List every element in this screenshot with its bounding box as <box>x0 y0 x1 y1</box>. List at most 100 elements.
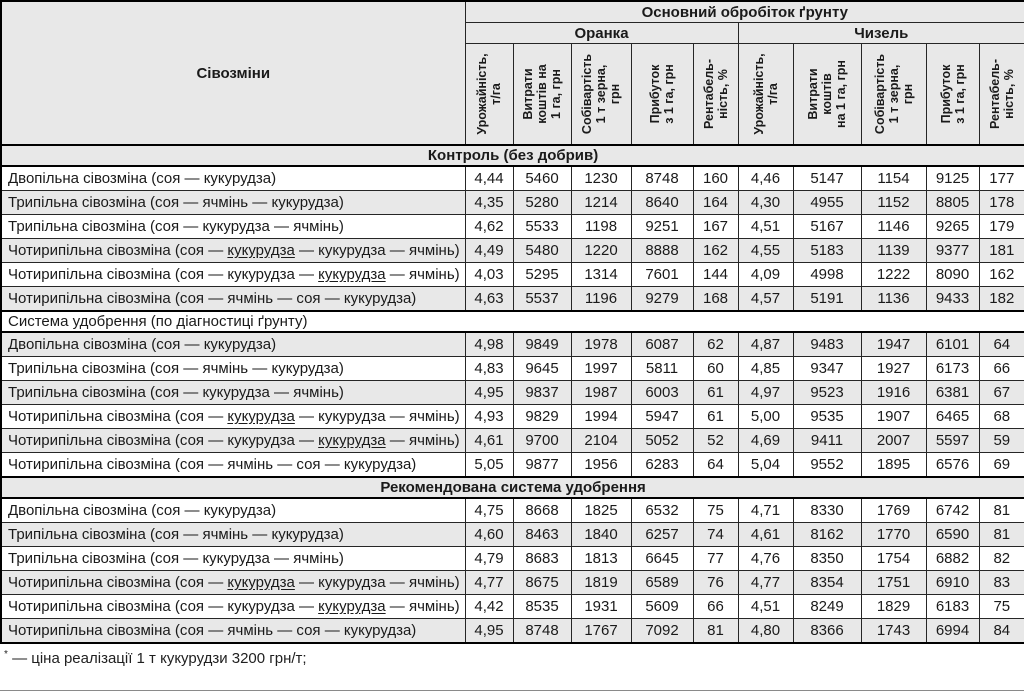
value-cell: 6257 <box>630 522 694 547</box>
value-cell: 4,60 <box>464 522 514 547</box>
page-bottom-divider <box>0 690 1024 691</box>
rotation-label: Трипільна сівозміна (соя — кукурудза — я… <box>0 380 466 405</box>
section-title: Рекомендована система удобрення <box>0 476 1024 499</box>
value-cell: 67 <box>978 380 1024 405</box>
value-cell: 4,30 <box>737 190 794 215</box>
value-cell: 1819 <box>570 570 632 595</box>
value-cell: 4,49 <box>464 238 514 263</box>
value-cell: 59 <box>978 428 1024 453</box>
value-cell: 1825 <box>570 497 632 523</box>
value-cell: 4,77 <box>737 570 794 595</box>
value-cell: 83 <box>978 570 1024 595</box>
table-row: Трипільна сівозміна (соя — кукурудза — я… <box>0 380 1024 405</box>
value-cell: 8354 <box>792 570 862 595</box>
value-cell: 1754 <box>860 546 927 571</box>
value-cell: 9483 <box>792 331 862 357</box>
value-cell: 81 <box>692 618 739 644</box>
value-cell: 164 <box>692 190 739 215</box>
value-cell: 9645 <box>512 356 572 381</box>
value-cell: 4,46 <box>737 165 794 191</box>
value-cell: 4,79 <box>464 546 514 571</box>
value-cell: 9347 <box>792 356 862 381</box>
value-cell: 64 <box>692 452 739 478</box>
value-cell: 4,71 <box>737 497 794 523</box>
value-cell: 64 <box>978 331 1024 357</box>
rotation-label: Трипільна сівозміна (соя — ячмінь — куку… <box>0 356 466 381</box>
column-header-oranka-4: Рентабель-ність, % <box>692 43 739 146</box>
value-cell: 1152 <box>860 190 927 215</box>
value-cell: 61 <box>692 380 739 405</box>
value-cell: 8748 <box>512 618 572 644</box>
value-cell: 1931 <box>570 594 632 619</box>
value-cell: 4,61 <box>737 522 794 547</box>
table-row: Двопільна сівозміна (соя — кукурудза) 4,9… <box>0 331 1024 357</box>
value-cell: 1770 <box>860 522 927 547</box>
value-cell: 6183 <box>925 594 980 619</box>
value-cell: 4,61 <box>464 428 514 453</box>
value-cell: 4955 <box>792 190 862 215</box>
value-cell: 2007 <box>860 428 927 453</box>
value-cell: 4,51 <box>737 594 794 619</box>
value-cell: 7601 <box>630 262 694 287</box>
footnote-text: — ціна реалізації 1 т кукурудзи 3200 грн… <box>7 650 307 667</box>
column-header-chyzel-3: Прибуток з 1 га, грн <box>925 43 980 146</box>
value-cell: 6173 <box>925 356 980 381</box>
value-cell: 62 <box>692 331 739 357</box>
table-row: Чотирипільна сівозміна (соя — кукурудза … <box>0 262 1024 287</box>
value-cell: 6645 <box>630 546 694 571</box>
value-cell: 60 <box>692 356 739 381</box>
table-row: Чотирипільна сівозміна (соя — ячмінь — с… <box>0 286 1024 312</box>
value-cell: 9552 <box>792 452 862 478</box>
value-cell: 81 <box>978 522 1024 547</box>
value-cell: 1314 <box>570 262 632 287</box>
table-row: Чотирипільна сівозміна (соя — кукурудза … <box>0 404 1024 429</box>
value-cell: 5947 <box>630 404 694 429</box>
rotation-label: Чотирипільна сівозміна (соя — ячмінь — с… <box>0 618 466 644</box>
value-cell: 144 <box>692 262 739 287</box>
value-cell: 9849 <box>512 331 572 357</box>
value-cell: 1154 <box>860 165 927 191</box>
column-header-chyzel-4: Рентабель-ність, % <box>978 43 1024 146</box>
value-cell: 81 <box>978 497 1024 523</box>
value-cell: 8640 <box>630 190 694 215</box>
table-row: Чотирипільна сівозміна (соя — кукурудза … <box>0 238 1024 263</box>
value-cell: 6882 <box>925 546 980 571</box>
rotation-label: Трипільна сівозміна (соя — кукурудза — я… <box>0 214 466 239</box>
table-row: Чотирипільна сівозміна (соя — кукурудза … <box>0 594 1024 619</box>
value-cell: 8668 <box>512 497 572 523</box>
value-cell: 6532 <box>630 497 694 523</box>
value-cell: 8090 <box>925 262 980 287</box>
value-cell: 160 <box>692 165 739 191</box>
value-cell: 6381 <box>925 380 980 405</box>
value-cell: 1895 <box>860 452 927 478</box>
value-cell: 6101 <box>925 331 980 357</box>
value-cell: 1220 <box>570 238 632 263</box>
value-cell: 177 <box>978 165 1024 191</box>
value-cell: 1222 <box>860 262 927 287</box>
metric-header-row: Урожайність, т/га Витрати коштів на 1 га, гр… <box>1 43 1024 146</box>
value-cell: 1840 <box>570 522 632 547</box>
rotation-label: Трипільна сівозміна (соя — ячмінь — куку… <box>0 190 466 215</box>
underlined-crop: кукурудза <box>227 242 295 259</box>
table-row: Двопільна сівозміна (соя — кукурудза) 4,7… <box>0 497 1024 523</box>
value-cell: 1743 <box>860 618 927 644</box>
table-row: Чотирипільна сівозміна (соя — кукурудза … <box>0 428 1024 453</box>
value-cell: 5597 <box>925 428 980 453</box>
value-cell: 1994 <box>570 404 632 429</box>
value-cell: 5537 <box>512 286 572 312</box>
value-cell: 1916 <box>860 380 927 405</box>
rotation-label: Чотирипільна сівозміна (соя — кукурудза … <box>0 570 466 595</box>
value-cell: 4,55 <box>737 238 794 263</box>
value-cell: 8463 <box>512 522 572 547</box>
value-cell: 168 <box>692 286 739 312</box>
value-cell: 1769 <box>860 497 927 523</box>
table-row: Трипільна сівозміна (соя — кукурудза — я… <box>0 214 1024 239</box>
value-cell: 8535 <box>512 594 572 619</box>
value-cell: 5295 <box>512 262 572 287</box>
underlined-crop: кукурудза <box>318 432 386 449</box>
value-cell: 52 <box>692 428 739 453</box>
value-cell: 1198 <box>570 214 632 239</box>
table-row: Трипільна сівозміна (соя — ячмінь — куку… <box>0 356 1024 381</box>
footnote: * — ціна реалізації 1 т кукурудзи 3200 г… <box>0 644 1024 667</box>
rotation-label: Трипільна сівозміна (соя — кукурудза — я… <box>0 546 466 571</box>
